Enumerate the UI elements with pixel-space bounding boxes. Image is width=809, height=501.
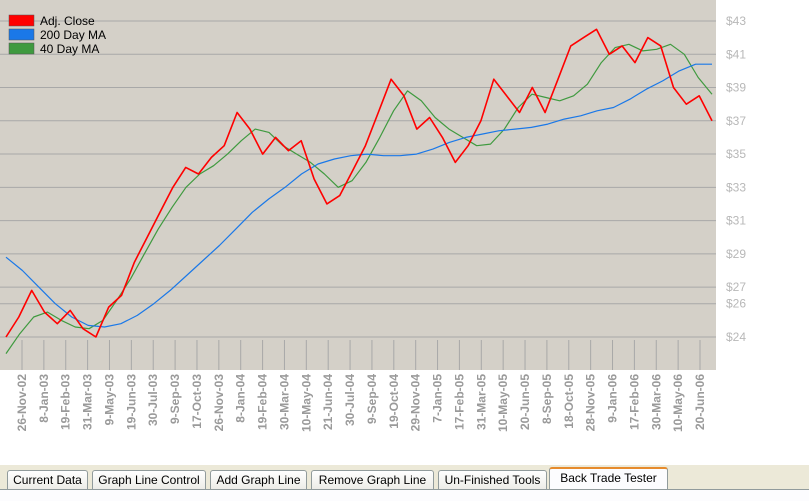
x-tick-label: 10-May-06 (671, 374, 685, 432)
legend-label-200-day-ma: 200 Day MA (40, 28, 106, 42)
x-tick-label: 17-Oct-03 (190, 374, 204, 429)
x-tick-label: 17-Feb-05 (452, 374, 466, 430)
legend-label-adj-close: Adj. Close (40, 14, 95, 28)
y-tick-label: $37 (726, 114, 746, 128)
x-tick-label: 30-Mar-06 (649, 374, 663, 430)
x-tick-label: 10-May-04 (299, 374, 313, 432)
tab-back-trade-tester[interactable]: Back Trade Tester (549, 467, 668, 491)
x-tick-label: 9-May-03 (102, 374, 116, 426)
y-tick-label: $26 (726, 297, 746, 311)
x-tick-label: 18-Oct-05 (562, 374, 576, 429)
x-tick-label: 9-Sep-04 (365, 374, 379, 424)
x-tick-label: 17-Feb-06 (627, 374, 641, 430)
x-tick-label: 9-Jan-06 (606, 374, 620, 423)
legend-swatch-40-day-ma (8, 42, 35, 55)
x-tick-label: 8-Sep-05 (540, 374, 554, 424)
y-tick-label: $39 (726, 81, 746, 95)
x-tick-label: 20-Jun-05 (518, 374, 532, 430)
tab-graph-line-control[interactable]: Graph Line Control (92, 470, 206, 490)
x-tick-label: 19-Jun-03 (124, 374, 138, 430)
series-line-200-day-ma (5, 63, 712, 328)
x-tick-label: 20-Jun-06 (693, 374, 707, 430)
legend-swatch-adj-close (8, 14, 35, 27)
x-tick-label: 29-Nov-04 (409, 374, 423, 432)
tab-add-graph-line[interactable]: Add Graph Line (210, 470, 307, 490)
y-tick-label: $27 (726, 280, 746, 294)
x-tick-label: 9-Sep-03 (168, 374, 182, 424)
x-tick-label: 19-Feb-03 (59, 374, 73, 430)
y-tick-label: $24 (726, 330, 746, 344)
y-tick-label: $41 (726, 47, 746, 61)
plot-background (0, 0, 716, 370)
x-tick-label: 19-Oct-04 (387, 374, 401, 429)
y-tick-label: $31 (726, 214, 746, 228)
y-axis-labels: $24 $26 $27 $29 $31 $33 $35 $37 $39 $41 $43 (726, 14, 746, 344)
x-tick-label: 30-Jul-03 (146, 374, 160, 426)
x-tick-label: 30-Mar-04 (277, 374, 291, 430)
x-tick-label: 8-Jan-03 (37, 374, 51, 423)
x-tick-label: 21-Jun-04 (321, 374, 335, 430)
x-tick-label: 10-May-05 (496, 374, 510, 432)
series-layer (5, 28, 713, 354)
legend-swatch-200-day-ma (8, 28, 35, 41)
x-tick-label: 26-Nov-02 (15, 374, 29, 432)
x-tick-label: 7-Jan-05 (431, 374, 445, 423)
grid-lines (0, 20, 716, 370)
legend-label-40-day-ma: 40 Day MA (40, 42, 99, 56)
x-tick-label: 19-Feb-04 (256, 374, 270, 430)
x-tick-label: 31-Mar-03 (81, 374, 95, 430)
tab-panel (0, 489, 809, 501)
tab-un-finished-tools[interactable]: Un-Finished Tools (438, 470, 547, 490)
x-tick-label: 8-Jan-04 (234, 374, 248, 423)
tab-remove-graph-line[interactable]: Remove Graph Line (311, 470, 434, 490)
x-tick-label: 30-Jul-04 (343, 374, 357, 426)
tab-current-data[interactable]: Current Data (7, 470, 88, 490)
x-tick-label: 28-Nov-05 (584, 374, 598, 432)
series-line-adj-close (5, 28, 713, 338)
chart-area: $24 $26 $27 $29 $31 $33 $35 $37 $39 $41 $43 26-Nov… (0, 0, 809, 465)
price-chart: $24 $26 $27 $29 $31 $33 $35 $37 $39 $41 $43 26-Nov… (0, 0, 746, 432)
x-axis-labels: 26-Nov-02 8-Jan-03 19-Feb-03 31-Mar-03 9-May… (15, 374, 707, 432)
x-tick-label: 31-Mar-05 (474, 374, 488, 430)
y-tick-label: $35 (726, 147, 746, 161)
x-tick-label: 26-Nov-03 (212, 374, 226, 432)
y-tick-label: $33 (726, 180, 746, 194)
y-tick-label: $29 (726, 247, 746, 261)
y-tick-label: $43 (726, 14, 746, 28)
legend: Adj. Close 200 Day MA 40 Day MA (8, 14, 106, 56)
